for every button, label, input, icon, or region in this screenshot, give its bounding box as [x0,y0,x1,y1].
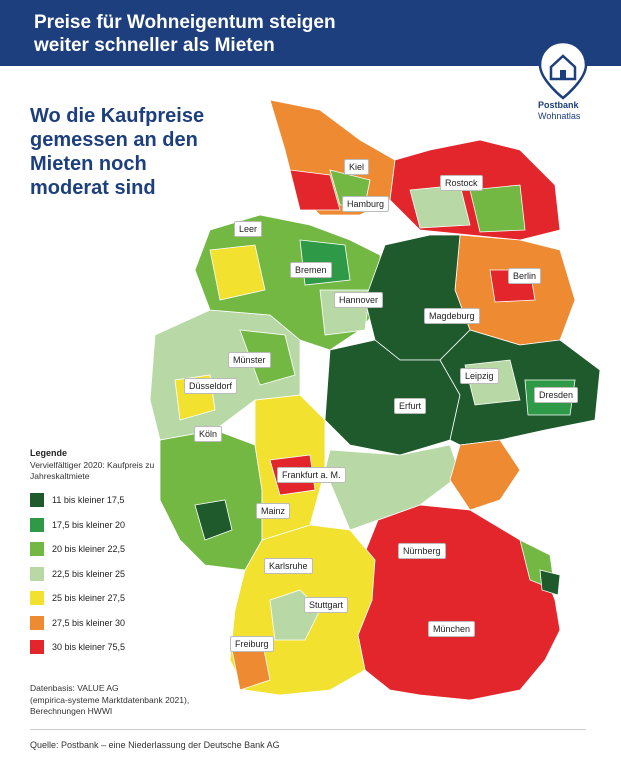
legend-items: 11 bis kleiner 17,5 17,5 bis kleiner 20 … [30,488,200,660]
region-saarland [194,499,233,541]
city-label-magdeburg: Magdeburg [424,308,480,324]
legend-label: 25 bis kleiner 27,5 [52,593,126,604]
logo-product: Wohnatlas [538,111,581,121]
legend-swatch [30,615,44,630]
legend-item: 27,5 bis kleiner 30 [30,611,200,636]
legend-label: 22,5 bis kleiner 25 [52,568,126,579]
city-label-freiburg: Freiburg [230,636,274,652]
legend-item: 11 bis kleiner 17,5 [30,488,200,513]
legend-item: 30 bis kleiner 75,5 [30,635,200,660]
legend-label: 17,5 bis kleiner 20 [52,519,126,530]
city-label-hamburg: Hamburg [342,196,390,212]
city-label-nuernberg: Nürnberg [398,543,446,559]
legend-label: 20 bis kleiner 22,5 [52,544,126,555]
subtitle-line3: Mieten noch [30,153,147,175]
city-label-frankfurt: Frankfurt a. M. [277,467,346,483]
region-frankonia-orange [449,439,521,511]
city-label-leipzig: Leipzig [460,368,499,384]
city-label-kiel: Kiel [344,159,370,175]
legend-swatch [30,493,44,508]
legend-swatch [30,566,44,581]
logo-brand: Postbank [538,100,579,110]
subtitle-line4: moderat sind [30,177,156,199]
footer-source: Quelle: Postbank – eine Niederlassung de… [30,740,280,750]
city-label-muenster: Münster [228,352,271,368]
region-nds-yellow [209,244,266,301]
legend-swatch [30,517,44,532]
datasource-line1: Datenbasis: VALUE AG [30,683,119,693]
city-label-berlin: Berlin [508,268,542,284]
region-frankonia-light [324,444,461,531]
legend-swatch [30,591,44,606]
legend: Legende Vervielfältiger 2020: Kaufpreis … [30,448,200,660]
region-sn [439,329,601,446]
header-banner: Preise für Wohneigentum steigen weiter s… [0,0,621,66]
legend-subtitle: Vervielfältiger 2020: Kaufpreis zu Jahre… [30,460,155,481]
region-mv-light [409,184,471,229]
region-sh-red [289,169,341,211]
legend-item: 20 bis kleiner 22,5 [30,537,200,562]
legend-title: Legende [30,448,68,458]
legend-label: 30 bis kleiner 75,5 [52,642,126,653]
datasource-line3: Berechnungen HWWI [30,706,113,716]
city-label-erfurt: Erfurt [394,398,427,414]
legend-item: 25 bis kleiner 27,5 [30,586,200,611]
city-label-karlsruhe: Karlsruhe [264,558,313,574]
region-bavaria [357,504,561,701]
subtitle-line2: gemessen an den [30,129,198,151]
datasource-note: Datenbasis: VALUE AG (empirica-systeme M… [30,683,230,718]
legend-label: 27,5 bis kleiner 30 [52,617,126,628]
header-title: Preise für Wohneigentum steigen weiter s… [34,11,454,57]
city-label-dresden: Dresden [534,387,579,403]
region-rlp [159,429,263,571]
legend-swatch [30,542,44,557]
datasource-line2: (empirica-systeme Marktdatenbank 2021), [30,694,190,705]
city-label-mainz: Mainz [256,503,291,519]
house-pin-icon [538,40,588,100]
city-label-rostock: Rostock [440,175,483,191]
header-title-line1: Preise für Wohneigentum steigen [34,12,336,33]
subtitle-line1: Wo die Kaufpreise [30,105,205,127]
city-label-leer: Leer [234,221,263,237]
region-mv-green [469,184,526,233]
header-title-line2: weiter schneller als Mieten [34,35,275,56]
city-label-hannover: Hannover [334,292,384,308]
region-bavaria-east-dark [539,569,561,596]
city-label-koeln: Köln [194,426,223,442]
legend-swatch [30,640,44,655]
city-label-stuttgart: Stuttgart [304,597,349,613]
footer-divider [30,729,586,730]
map-subtitle: Wo die Kaufpreise gemessen an den Mieten… [30,104,230,200]
city-label-muenchen: München [428,621,476,637]
legend-item: 22,5 bis kleiner 25 [30,562,200,587]
legend-item: 17,5 bis kleiner 20 [30,513,200,538]
legend-label: 11 bis kleiner 17,5 [52,495,125,506]
city-label-duesseldorf: Düsseldorf [184,378,238,394]
city-label-bremen: Bremen [290,262,332,278]
